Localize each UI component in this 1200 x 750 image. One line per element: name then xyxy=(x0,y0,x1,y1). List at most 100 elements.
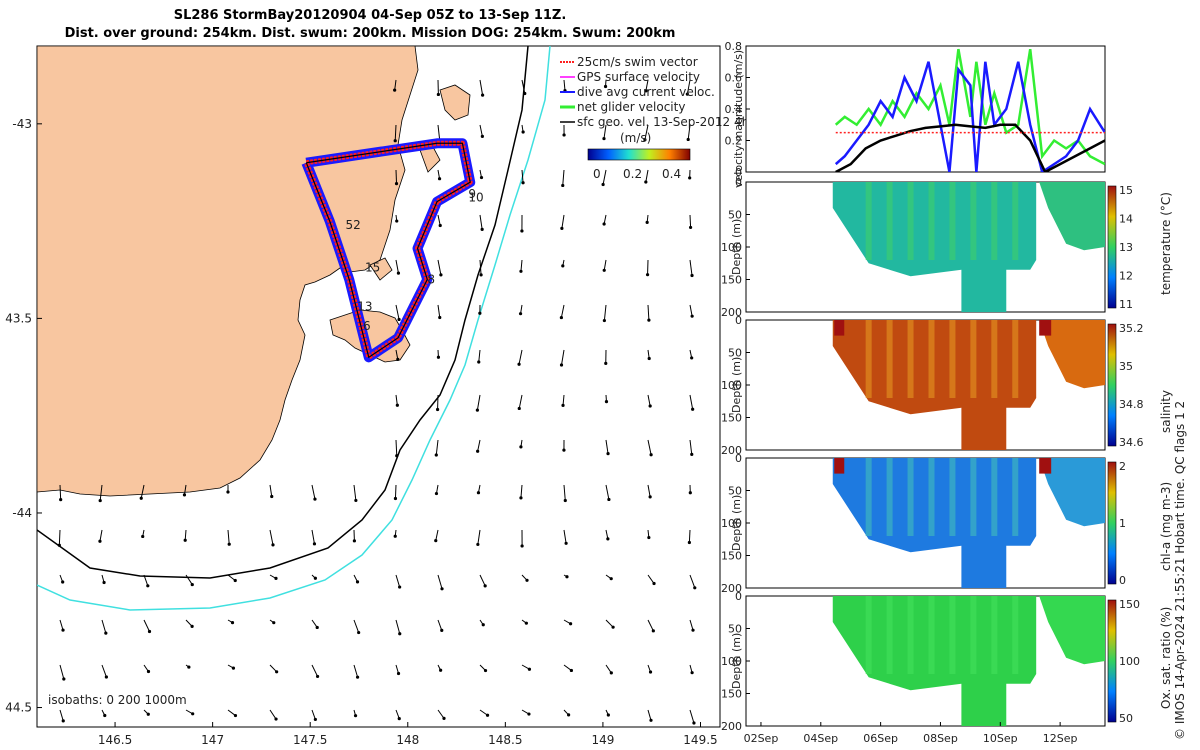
current-arrow-head xyxy=(437,177,442,181)
section-ytick-label: 50 xyxy=(728,623,742,636)
section-ytick-label: 200 xyxy=(721,444,742,457)
cbar-tick-1: 0.2 xyxy=(623,167,642,181)
current-arrow xyxy=(520,259,523,272)
current-arrow-head xyxy=(607,497,611,502)
current-arrow-head xyxy=(436,355,441,359)
section-stripe xyxy=(991,596,998,674)
current-arrow xyxy=(311,529,315,544)
section-ytick-label: 200 xyxy=(721,582,742,595)
current-arrow-head xyxy=(649,453,653,457)
legend-net: net glider velocity xyxy=(577,100,685,114)
current-arrow-head xyxy=(519,496,523,500)
colorbar-unit: (m/s) xyxy=(620,131,651,145)
current-arrow-head xyxy=(313,717,317,722)
current-arrow-head xyxy=(519,445,523,449)
current-arrow xyxy=(140,484,145,499)
current-arrow xyxy=(183,484,187,495)
section-stripe xyxy=(949,320,956,398)
section-cbar-tick: 35.2 xyxy=(1119,322,1144,335)
current-arrow xyxy=(560,304,565,318)
current-arrow-head xyxy=(691,628,695,632)
current-arrow-head xyxy=(647,535,651,540)
current-arrow xyxy=(603,304,607,321)
time-tick-label: 10Sep xyxy=(983,732,1018,745)
current-arrow-head xyxy=(524,621,528,625)
section-panel-1: 0 50 100 150 200 Depth (m) 11 12 13 14 15 temperatu… xyxy=(721,176,1173,319)
current-arrow xyxy=(437,619,443,631)
current-arrow xyxy=(269,484,273,497)
current-arrow xyxy=(689,439,693,455)
current-arrow-head xyxy=(182,493,187,497)
current-arrow xyxy=(311,664,319,677)
current-arrow xyxy=(477,439,481,452)
section-stripe xyxy=(928,458,935,536)
speed-colorbar xyxy=(587,148,691,161)
section-cbar-tick: 12 xyxy=(1119,270,1133,283)
current-arrow-head xyxy=(141,534,145,539)
section-stripe xyxy=(886,596,893,674)
current-arrow-head xyxy=(651,629,655,633)
current-arrow xyxy=(688,529,691,543)
map-legend: 25cm/s swim vector GPS surface velocity … xyxy=(560,55,749,181)
current-arrow-head xyxy=(481,623,485,627)
section-ytick-label: 100 xyxy=(721,655,742,668)
current-arrow xyxy=(647,619,654,632)
current-arrow-head xyxy=(393,88,397,92)
section-cbar-tick: 13 xyxy=(1119,241,1133,254)
current-arrow-head xyxy=(477,360,481,364)
current-arrow-head xyxy=(62,677,66,681)
current-arrow-head xyxy=(191,712,195,716)
current-arrow-head xyxy=(480,134,484,138)
current-arrow-head xyxy=(517,362,521,366)
current-arrow-head xyxy=(438,223,442,228)
current-arrow-head xyxy=(275,670,279,674)
current-arrow xyxy=(518,394,523,409)
current-arrow-head xyxy=(645,273,650,277)
current-arrow-head xyxy=(274,576,278,580)
section-cbar-label: Ox. sat. ratio (%) xyxy=(1159,607,1173,709)
current-arrow-head xyxy=(688,491,692,495)
section-panel-3: 0 50 100 150 200 Depth (m) 0 1 2 chl-a (mg m-3) xyxy=(721,452,1173,595)
current-arrow xyxy=(311,709,316,720)
current-arrow-head xyxy=(647,318,651,322)
legend-dive: dive avg current veloc. xyxy=(577,85,715,99)
current-arrow-head xyxy=(520,229,524,233)
time-tick-label: 04Sep xyxy=(803,732,838,745)
current-arrow-head xyxy=(104,675,108,679)
section-cbar-tick: 50 xyxy=(1119,712,1133,725)
current-arrow xyxy=(395,169,398,184)
isobath-1000 xyxy=(37,46,551,611)
current-arrow-head xyxy=(687,540,691,545)
current-arrow xyxy=(689,709,695,724)
current-arrow xyxy=(689,394,694,410)
current-arrow xyxy=(435,529,439,541)
current-arrow xyxy=(689,214,692,228)
current-arrow xyxy=(521,169,524,183)
current-arrow-head xyxy=(57,543,61,547)
velocity-series-sfc-geo xyxy=(835,123,1105,172)
current-arrow-head xyxy=(438,315,442,320)
current-arrow-head xyxy=(565,575,569,579)
current-arrow xyxy=(520,484,523,498)
section-cbar-tick: 11 xyxy=(1119,298,1133,311)
current-arrow-head xyxy=(352,539,357,543)
current-arrow-head xyxy=(564,541,568,545)
time-axis: 02Sep 04Sep 06Sep 08Sep 10Sep 12Sep xyxy=(744,722,1078,745)
current-arrow xyxy=(645,169,649,183)
current-arrow-head xyxy=(602,318,606,323)
current-arrow-head xyxy=(98,539,102,543)
current-arrow xyxy=(644,124,649,140)
title-line-2: Dist. over ground: 254km. Dist. swum: 20… xyxy=(64,26,676,41)
map-xtick-label: 146.5 xyxy=(98,733,132,747)
current-arrow-head xyxy=(643,138,647,142)
current-arrow xyxy=(647,394,651,407)
current-arrow-head xyxy=(190,582,194,587)
section-cbar-tick: 14 xyxy=(1119,213,1133,226)
current-arrow-head xyxy=(312,542,317,546)
current-arrow xyxy=(563,79,566,91)
current-arrow-head xyxy=(61,580,65,584)
section-ytick-label: 100 xyxy=(721,379,742,392)
current-arrow xyxy=(394,124,397,141)
section-stripe xyxy=(886,320,893,398)
section-stripe xyxy=(907,320,914,398)
